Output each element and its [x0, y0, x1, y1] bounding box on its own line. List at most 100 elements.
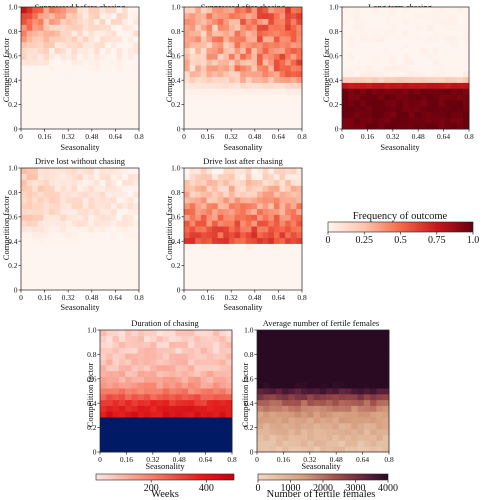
heatmap-cell [175, 330, 183, 337]
heatmap-cell [402, 105, 409, 112]
heatmap-cell [162, 388, 170, 395]
heatmap-cell [438, 88, 446, 95]
heatmap-cell [77, 214, 84, 221]
heatmap-cell [326, 440, 333, 447]
heatmap-cell [251, 226, 258, 233]
heatmap-cell [351, 376, 358, 383]
heatmap-cell [219, 434, 227, 441]
heatmap-cell [228, 243, 235, 250]
heatmap-cell [43, 59, 50, 66]
colorbar-title: Weeks [151, 489, 179, 500]
heatmap-cell [426, 7, 434, 14]
heatmap-cell [288, 446, 296, 453]
heatmap-cell [162, 405, 170, 412]
heatmap-cell [228, 208, 235, 215]
heatmap-cell [296, 255, 303, 262]
heatmap-cell [49, 260, 56, 268]
heatmap-cell [88, 94, 95, 101]
heatmap-cell [94, 70, 101, 78]
heatmap-cell [49, 88, 56, 95]
plot-frame [99, 329, 233, 453]
heatmap-cell [432, 99, 440, 107]
heatmap-cell [60, 47, 67, 54]
heatmap-cell [195, 249, 202, 256]
heatmap-cell [240, 82, 247, 89]
heatmap-cell [213, 347, 220, 354]
heatmap-cell [223, 272, 230, 279]
heatmap-cell [82, 185, 89, 192]
heatmap-cell [228, 191, 235, 198]
heatmap-cell [275, 330, 283, 337]
heatmap-cell [282, 440, 289, 447]
heatmap-cell [77, 18, 84, 25]
heatmap-cell [217, 243, 224, 250]
heatmap-cell [189, 173, 196, 181]
heatmap-cells [100, 330, 233, 453]
heatmap-cell [100, 370, 107, 377]
heatmap-cell [240, 208, 247, 215]
heatmap-cell [127, 7, 134, 14]
heatmap-cell [188, 393, 195, 401]
heatmap-cell [326, 428, 333, 435]
heatmap-cell [200, 65, 207, 72]
heatmap-cell [184, 99, 191, 107]
heatmap-cell [127, 214, 134, 221]
heatmap-cell [342, 70, 349, 78]
heatmap-cell [382, 376, 390, 383]
heatmap-cell [225, 388, 233, 395]
heatmap-cell [116, 231, 123, 239]
heatmap-cell [127, 12, 134, 20]
heatmap-cell [348, 59, 355, 66]
heatmap-cell [195, 237, 202, 244]
heatmap-cell [444, 82, 452, 89]
heatmap-cell [194, 376, 201, 383]
heatmap-cell [116, 278, 123, 285]
heatmap-cell [251, 191, 258, 198]
heatmap-cell [150, 382, 157, 389]
heatmap-cell [37, 226, 44, 233]
heatmap-cell [77, 278, 84, 285]
heatmap-cell [420, 59, 428, 66]
y-tick-label: 0.8 [87, 350, 97, 359]
heatmap-cell [384, 94, 391, 101]
heatmap-cell [65, 272, 72, 279]
heatmap-cell [462, 41, 470, 49]
heatmap-cell [213, 428, 220, 435]
heatmap-cell [240, 94, 247, 101]
heatmap-cell [245, 272, 252, 279]
heatmap-cell [273, 70, 280, 78]
heatmap-cell [110, 226, 117, 233]
heatmap-cell [257, 59, 264, 66]
heatmap-cell [195, 30, 202, 37]
heatmap-cell [106, 446, 113, 453]
heatmap-cell [234, 208, 241, 215]
heatmap-cell [251, 88, 258, 95]
heatmap-cell [456, 117, 464, 124]
heatmap-cell [184, 260, 191, 268]
heatmap-cell [127, 76, 134, 83]
heatmap-cell [137, 388, 145, 395]
heatmap-cell [175, 446, 183, 453]
heatmap-cell [348, 76, 355, 83]
heatmap-cell [26, 99, 33, 107]
heatmap-cell [212, 202, 219, 210]
heatmap-cell [206, 173, 213, 181]
heatmap-cell [82, 284, 89, 291]
heatmap-cell [88, 99, 95, 107]
heatmap-cell [257, 411, 264, 418]
plot-frame [183, 167, 303, 291]
heatmap-cell [26, 220, 33, 227]
heatmap-cell [125, 359, 132, 366]
heatmap-cell [268, 18, 275, 25]
heatmap-cell [217, 168, 224, 175]
heatmap-cell [54, 266, 61, 273]
y-tick-label: 1.0 [171, 164, 181, 173]
heatmap-cell [118, 440, 126, 447]
heatmap-cell [294, 341, 302, 348]
heatmap-cell [285, 36, 292, 43]
heatmap-cell [54, 237, 61, 244]
heatmap-cell [240, 272, 247, 279]
heatmap-cell [363, 399, 371, 406]
heatmap-cell [279, 88, 286, 95]
heatmap-cell [370, 376, 377, 383]
